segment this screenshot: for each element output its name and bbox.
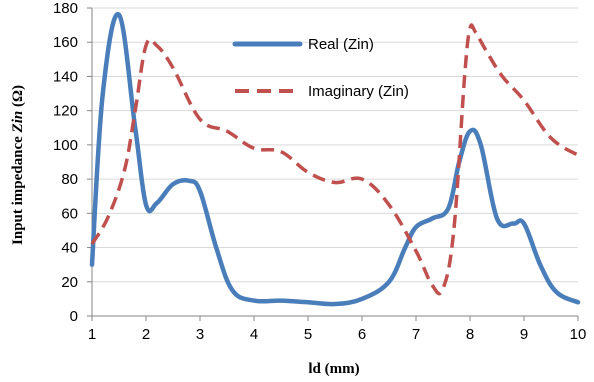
series-line-real xyxy=(89,12,581,307)
x-tick-label: 4 xyxy=(250,326,258,343)
y-tick-label: 60 xyxy=(61,205,78,222)
series-line-imaginary xyxy=(90,23,579,296)
y-axis-title-italic: Zin xyxy=(10,111,26,134)
axes xyxy=(87,7,579,321)
x-tick-label: 5 xyxy=(304,326,312,343)
y-tick-label: 0 xyxy=(70,308,78,325)
tick-labels: 0 20 40 60 80 100 120 140 160 180 1 2 3 4 5 6 7 8 9 10 xyxy=(53,0,586,343)
y-tick-label: 80 xyxy=(61,171,78,188)
series-lines xyxy=(89,12,581,307)
y-axis-title-suffix: (Ω) xyxy=(10,85,26,111)
legend: Real (Zin) Imaginary (Zin) xyxy=(232,36,409,100)
x-tick-label: 1 xyxy=(88,326,96,343)
y-tick-label: 140 xyxy=(53,68,78,85)
x-tick-label: 3 xyxy=(196,326,204,343)
grid xyxy=(92,7,578,283)
x-tick-label: 9 xyxy=(520,326,528,343)
x-axis-title: ld (mm) xyxy=(308,361,359,377)
x-tick-label: 2 xyxy=(142,326,150,343)
y-axis-title: Input impedance Zin (Ω) xyxy=(10,85,26,245)
y-tick-label: 100 xyxy=(53,137,78,154)
x-tick-label: 10 xyxy=(570,326,587,343)
y-axis-title-prefix: Input impedance xyxy=(10,132,26,245)
y-tick-label: 180 xyxy=(53,0,78,17)
y-tick-label: 40 xyxy=(61,240,78,257)
legend-label-real: Real (Zin) xyxy=(308,36,374,53)
y-tick-label: 120 xyxy=(53,103,78,120)
y-tick-label: 160 xyxy=(53,34,78,51)
y-tick-label: 20 xyxy=(61,274,78,291)
legend-label-imaginary: Imaginary (Zin) xyxy=(308,83,409,100)
x-tick-label: 6 xyxy=(358,326,366,343)
x-tick-label: 7 xyxy=(412,326,420,343)
x-tick-label: 8 xyxy=(466,326,474,343)
